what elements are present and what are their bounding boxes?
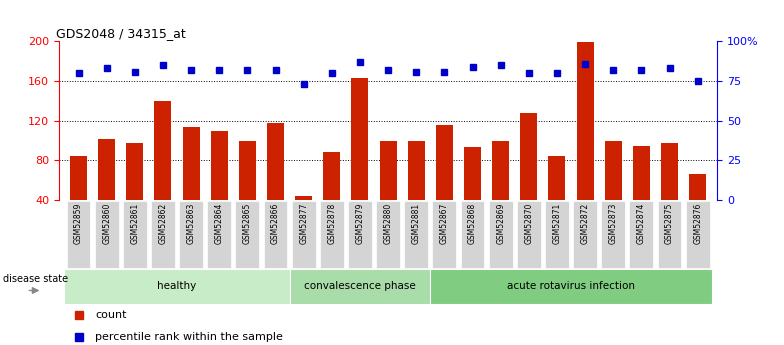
Text: GSM52880: GSM52880	[383, 203, 393, 244]
FancyBboxPatch shape	[292, 201, 316, 268]
FancyBboxPatch shape	[151, 201, 175, 268]
FancyBboxPatch shape	[488, 201, 513, 268]
Text: GSM52870: GSM52870	[524, 203, 533, 244]
Text: GSM52859: GSM52859	[74, 203, 83, 244]
Text: GSM52862: GSM52862	[158, 203, 168, 244]
Text: healthy: healthy	[158, 282, 197, 291]
FancyBboxPatch shape	[376, 201, 400, 268]
FancyBboxPatch shape	[601, 201, 625, 268]
FancyBboxPatch shape	[517, 201, 541, 268]
Text: disease state: disease state	[3, 275, 68, 284]
Text: GSM52861: GSM52861	[130, 203, 140, 244]
Text: GSM52878: GSM52878	[327, 203, 336, 244]
Bar	[577, 42, 593, 200]
Bar	[183, 127, 199, 200]
FancyBboxPatch shape	[64, 269, 289, 304]
Text: convalescence phase: convalescence phase	[304, 282, 416, 291]
Text: GSM52871: GSM52871	[553, 203, 561, 244]
FancyBboxPatch shape	[430, 269, 712, 304]
Bar	[211, 131, 227, 200]
Text: GSM52869: GSM52869	[496, 203, 505, 244]
Bar	[549, 156, 565, 200]
Bar	[492, 141, 509, 200]
Text: GSM52863: GSM52863	[187, 203, 195, 244]
Bar	[464, 147, 481, 200]
Bar	[323, 152, 340, 200]
Text: GSM52872: GSM52872	[581, 203, 590, 244]
Text: GSM52867: GSM52867	[440, 203, 449, 244]
FancyBboxPatch shape	[235, 201, 260, 268]
Text: GSM52874: GSM52874	[637, 203, 646, 244]
FancyBboxPatch shape	[433, 201, 456, 268]
FancyBboxPatch shape	[289, 269, 430, 304]
Bar	[661, 142, 678, 200]
FancyBboxPatch shape	[630, 201, 653, 268]
Text: GSM52866: GSM52866	[271, 203, 280, 244]
Text: GSM52881: GSM52881	[412, 203, 421, 244]
FancyBboxPatch shape	[123, 201, 147, 268]
FancyBboxPatch shape	[460, 201, 485, 268]
Text: GSM52868: GSM52868	[468, 203, 477, 244]
Bar	[98, 139, 115, 200]
FancyBboxPatch shape	[95, 201, 118, 268]
Text: GSM52865: GSM52865	[243, 203, 252, 244]
FancyBboxPatch shape	[658, 201, 681, 268]
Bar	[604, 141, 622, 200]
FancyBboxPatch shape	[348, 201, 372, 268]
FancyBboxPatch shape	[179, 201, 203, 268]
FancyBboxPatch shape	[545, 201, 569, 268]
FancyBboxPatch shape	[405, 201, 428, 268]
Bar	[267, 123, 284, 200]
Bar	[521, 113, 537, 200]
Text: percentile rank within the sample: percentile rank within the sample	[95, 332, 283, 342]
Bar	[436, 125, 453, 200]
Text: GSM52877: GSM52877	[299, 203, 308, 244]
Text: GSM52876: GSM52876	[693, 203, 702, 244]
FancyBboxPatch shape	[263, 201, 288, 268]
Bar	[351, 78, 368, 200]
Bar	[379, 141, 397, 200]
Text: acute rotavirus infection: acute rotavirus infection	[507, 282, 635, 291]
Bar	[689, 174, 706, 200]
Bar	[239, 141, 256, 200]
Text: GSM52860: GSM52860	[102, 203, 111, 244]
Text: GSM52879: GSM52879	[355, 203, 365, 244]
Text: GSM52873: GSM52873	[608, 203, 618, 244]
Bar	[126, 142, 143, 200]
Text: count: count	[95, 310, 126, 320]
FancyBboxPatch shape	[686, 201, 710, 268]
FancyBboxPatch shape	[67, 201, 90, 268]
Bar	[70, 156, 87, 200]
FancyBboxPatch shape	[573, 201, 597, 268]
FancyBboxPatch shape	[207, 201, 231, 268]
Bar	[633, 146, 650, 200]
Bar	[154, 101, 172, 200]
Text: GSM52875: GSM52875	[665, 203, 674, 244]
Text: GDS2048 / 34315_at: GDS2048 / 34315_at	[56, 27, 185, 40]
Bar	[408, 141, 425, 200]
Text: GSM52864: GSM52864	[215, 203, 223, 244]
Bar	[296, 196, 312, 200]
FancyBboxPatch shape	[320, 201, 343, 268]
